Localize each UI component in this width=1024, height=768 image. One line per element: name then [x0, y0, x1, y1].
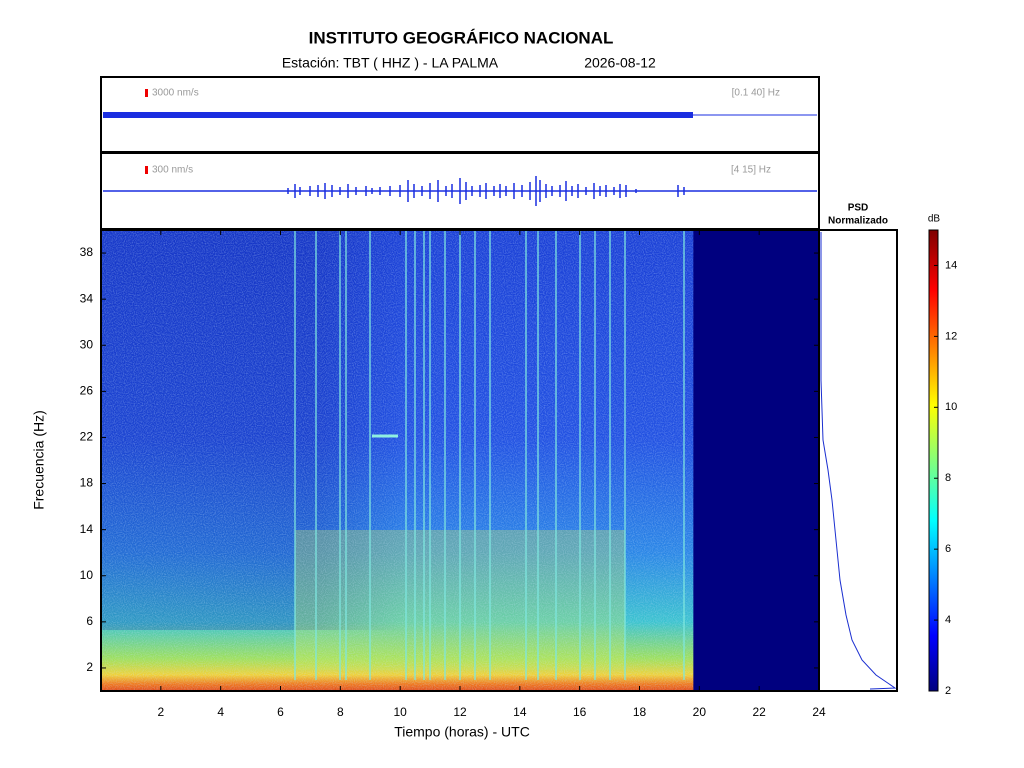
- trace-panel: 300 nm/s [4 15] Hz: [100, 152, 820, 230]
- y-tick-label: 6: [86, 614, 93, 628]
- spectrogram: [101, 230, 819, 691]
- colorbar-tick-label: 2: [945, 685, 951, 697]
- y-tick-label: 34: [80, 291, 94, 305]
- x-axis-label: Tiempo (horas) - UTC: [394, 724, 530, 740]
- x-tick-label: 14: [513, 705, 527, 719]
- x-tick-label: 6: [277, 705, 284, 719]
- x-tick-label: 18: [633, 705, 647, 719]
- x-tick-label: 10: [393, 705, 407, 719]
- x-tick-label: 20: [693, 705, 707, 719]
- y-tick-label: 14: [80, 522, 94, 536]
- y-tick-label: 30: [80, 337, 94, 351]
- y-tick-label: 10: [80, 568, 94, 582]
- scale-marker: [145, 166, 148, 174]
- band-label: [0.1 40] Hz: [732, 88, 780, 99]
- psd-title: Normalizado: [828, 216, 888, 227]
- trace-panel: 3000 nm/s [0.1 40] Hz: [100, 76, 820, 153]
- title: INSTITUTO GEOGRÁFICO NACIONAL: [309, 28, 614, 47]
- x-tick-label: 16: [573, 705, 587, 719]
- scale-label: 3000 nm/s: [152, 88, 199, 99]
- scale-marker: [145, 89, 148, 97]
- station: Estación: TBT ( HHZ ) - LA PALMA: [282, 55, 499, 71]
- y-tick-label: 26: [80, 384, 94, 398]
- colorbar-tick-label: 4: [945, 614, 951, 626]
- colorbar: [928, 229, 939, 692]
- band-label: [4 15] Hz: [731, 165, 771, 176]
- colorbar-tick-label: 14: [945, 259, 957, 271]
- y-axis-label: Frecuencia (Hz): [31, 410, 47, 510]
- trace: [103, 112, 693, 118]
- x-tick-label: 2: [157, 705, 164, 719]
- scale-label: 300 nm/s: [152, 165, 193, 176]
- x-tick-label: 4: [217, 705, 224, 719]
- x-tick-label: 24: [812, 705, 826, 719]
- x-tick-label: 8: [337, 705, 344, 719]
- colorbar-tick-label: 8: [945, 472, 951, 484]
- colorbar-tick-label: 10: [945, 401, 957, 413]
- data-gap: [693, 230, 819, 691]
- colorbar-tick-label: 12: [945, 330, 957, 342]
- colorbar-tick-label: 6: [945, 543, 951, 555]
- y-tick-label: 22: [80, 430, 94, 444]
- y-tick-label: 18: [80, 476, 94, 490]
- psd-title: PSD: [848, 203, 869, 214]
- x-tick-label: 22: [752, 705, 766, 719]
- date: 2026-08-12: [584, 55, 656, 71]
- y-tick-label: 2: [86, 660, 93, 674]
- psd-frame: [818, 229, 898, 692]
- trace: [103, 176, 817, 206]
- x-tick-label: 12: [453, 705, 467, 719]
- event-lines: [294, 230, 685, 680]
- psd-curve: [820, 232, 897, 690]
- colorbar-label: dB: [928, 214, 941, 225]
- y-tick-label: 38: [80, 245, 94, 259]
